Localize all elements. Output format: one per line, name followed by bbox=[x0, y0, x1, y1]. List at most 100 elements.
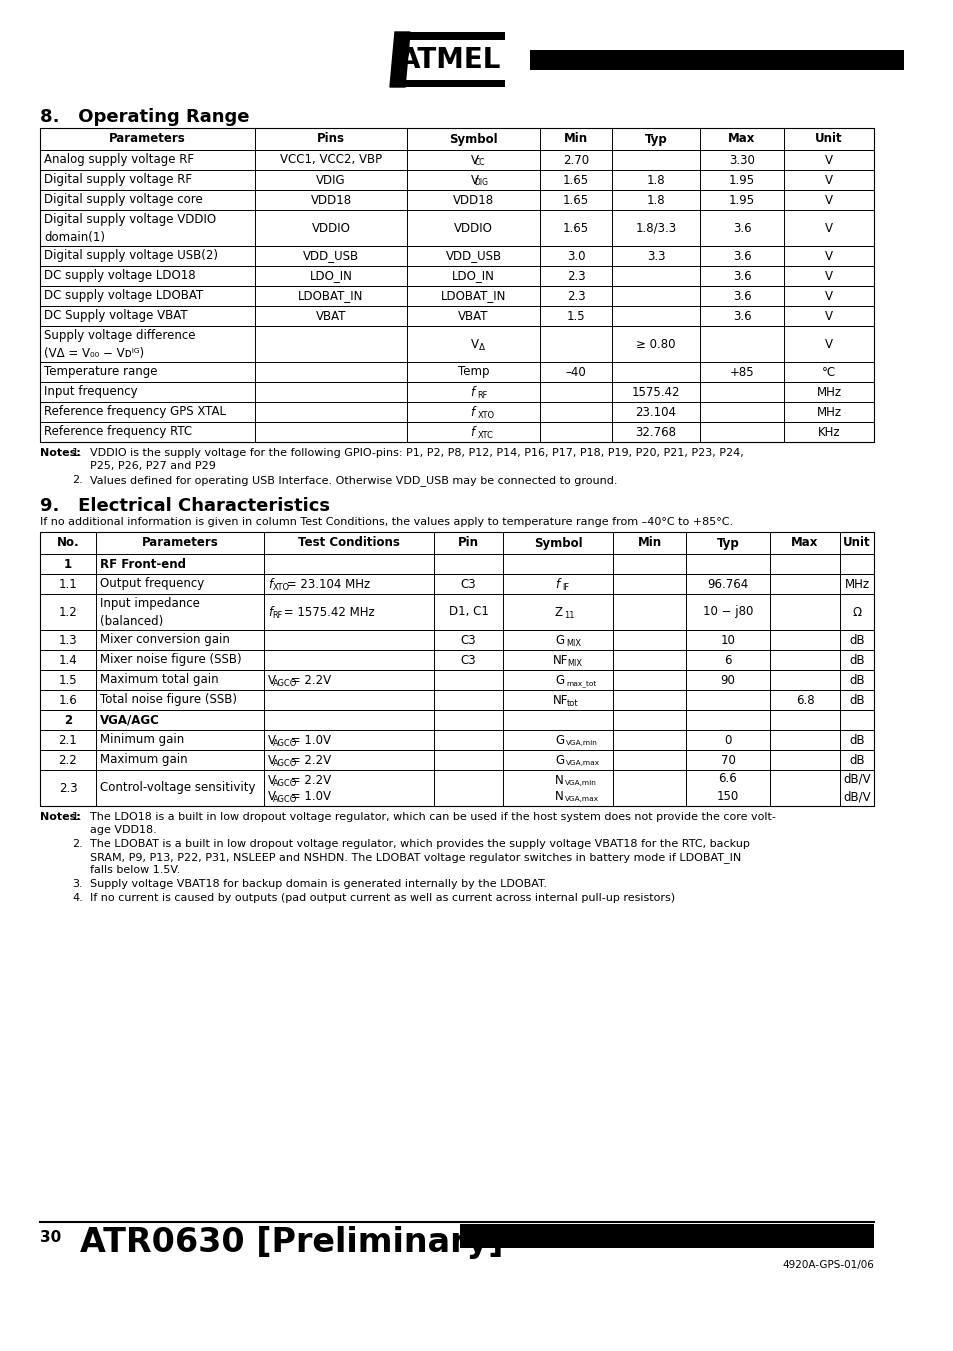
Text: Typ: Typ bbox=[716, 536, 739, 550]
Text: VDD18: VDD18 bbox=[310, 193, 352, 207]
Text: 1575.42: 1575.42 bbox=[631, 385, 679, 399]
Text: C3: C3 bbox=[460, 654, 476, 666]
Text: RF Front-end: RF Front-end bbox=[100, 558, 186, 570]
Text: AGCO: AGCO bbox=[273, 739, 296, 748]
Text: °C: °C bbox=[821, 366, 835, 378]
Text: V: V bbox=[268, 674, 275, 686]
Text: Digital supply voltage USB(2): Digital supply voltage USB(2) bbox=[44, 250, 218, 262]
Text: DIG: DIG bbox=[474, 178, 488, 188]
Text: age VDD18.: age VDD18. bbox=[90, 825, 156, 835]
Text: Temperature range: Temperature range bbox=[44, 366, 157, 378]
Text: Output frequency: Output frequency bbox=[100, 577, 204, 590]
Text: 1.: 1. bbox=[71, 449, 83, 458]
Text: V: V bbox=[824, 309, 832, 323]
Text: V: V bbox=[470, 338, 478, 350]
Text: 2.2: 2.2 bbox=[58, 754, 77, 766]
Text: Values defined for operating USB Interface. Otherwise VDD_USB may be connected t: Values defined for operating USB Interfa… bbox=[90, 476, 617, 486]
Text: NF: NF bbox=[553, 693, 568, 707]
Text: Mixer conversion gain: Mixer conversion gain bbox=[100, 634, 230, 647]
Text: ATMEL: ATMEL bbox=[398, 46, 500, 74]
Text: 1.65: 1.65 bbox=[562, 222, 588, 235]
Text: 96.764: 96.764 bbox=[706, 577, 748, 590]
Text: No.: No. bbox=[56, 536, 79, 550]
Text: tot: tot bbox=[566, 698, 578, 708]
Text: D1, C1: D1, C1 bbox=[448, 605, 488, 619]
Text: f: f bbox=[555, 577, 558, 590]
Text: DC Supply voltage VBAT: DC Supply voltage VBAT bbox=[44, 309, 188, 323]
Text: Symbol: Symbol bbox=[533, 536, 581, 550]
Text: VGA/AGC: VGA/AGC bbox=[100, 713, 160, 727]
Text: V: V bbox=[824, 338, 832, 350]
Text: dB/V: dB/V bbox=[842, 773, 870, 785]
Text: 3.6: 3.6 bbox=[732, 309, 751, 323]
Text: V: V bbox=[824, 154, 832, 166]
Text: Mixer noise figure (SSB): Mixer noise figure (SSB) bbox=[100, 654, 241, 666]
Text: 2.3: 2.3 bbox=[566, 269, 585, 282]
Text: Input impedance: Input impedance bbox=[100, 597, 200, 609]
Text: f: f bbox=[268, 605, 272, 619]
Text: f: f bbox=[268, 577, 272, 590]
Text: MIX: MIX bbox=[566, 659, 581, 667]
Text: If no additional information is given in column Test Conditions, the values appl: If no additional information is given in… bbox=[40, 517, 732, 527]
Text: V: V bbox=[268, 789, 275, 802]
Text: 2.3: 2.3 bbox=[59, 781, 77, 794]
Text: f: f bbox=[470, 385, 475, 399]
Text: Unit: Unit bbox=[842, 536, 870, 550]
Text: = 1.0V: = 1.0V bbox=[287, 789, 331, 802]
Text: LDOBAT_IN: LDOBAT_IN bbox=[298, 289, 363, 303]
Text: 3.6: 3.6 bbox=[732, 250, 751, 262]
Text: Max: Max bbox=[790, 536, 818, 550]
Text: V: V bbox=[824, 193, 832, 207]
Text: V: V bbox=[824, 289, 832, 303]
Text: 3.3: 3.3 bbox=[646, 250, 664, 262]
Text: VDD_USB: VDD_USB bbox=[445, 250, 501, 262]
Text: LDO_IN: LDO_IN bbox=[309, 269, 352, 282]
Text: VDDIO is the supply voltage for the following GPIO-pins: P1, P2, P8, P12, P14, P: VDDIO is the supply voltage for the foll… bbox=[90, 449, 743, 458]
Text: 90: 90 bbox=[720, 674, 735, 686]
Text: Min: Min bbox=[563, 132, 587, 146]
Text: Digital supply voltage VDDIO: Digital supply voltage VDDIO bbox=[44, 212, 216, 226]
Text: max_tot: max_tot bbox=[565, 680, 596, 686]
Text: V: V bbox=[268, 734, 275, 747]
Text: 9.   Electrical Characteristics: 9. Electrical Characteristics bbox=[40, 497, 330, 515]
Text: DC supply voltage LDOBAT: DC supply voltage LDOBAT bbox=[44, 289, 203, 303]
Text: CC: CC bbox=[474, 158, 484, 168]
Text: N: N bbox=[555, 774, 563, 786]
Text: XTC: XTC bbox=[477, 431, 493, 440]
Text: dB: dB bbox=[848, 754, 864, 766]
Text: Analog supply voltage RF: Analog supply voltage RF bbox=[44, 154, 193, 166]
Text: 1: 1 bbox=[64, 558, 72, 570]
Text: VDDIO: VDDIO bbox=[454, 222, 493, 235]
Text: DC supply voltage LDO18: DC supply voltage LDO18 bbox=[44, 269, 195, 282]
Text: V: V bbox=[824, 173, 832, 186]
Text: MIX: MIX bbox=[565, 639, 580, 648]
Text: XTO: XTO bbox=[273, 584, 290, 592]
Text: 1.95: 1.95 bbox=[728, 173, 754, 186]
Text: The LDOBAT is a built in low dropout voltage regulator, which provides the suppl: The LDOBAT is a built in low dropout vol… bbox=[90, 839, 749, 848]
Text: 2: 2 bbox=[64, 713, 72, 727]
Text: KHz: KHz bbox=[817, 426, 840, 439]
Text: Notes:: Notes: bbox=[40, 812, 81, 821]
Text: Min: Min bbox=[637, 536, 660, 550]
Text: AGCO: AGCO bbox=[273, 780, 296, 788]
Bar bbox=[390, 80, 504, 86]
Text: = 1.0V: = 1.0V bbox=[287, 734, 331, 747]
Text: 3.6: 3.6 bbox=[732, 289, 751, 303]
Text: 1.1: 1.1 bbox=[58, 577, 77, 590]
Text: 1.6: 1.6 bbox=[58, 693, 77, 707]
Text: = 1575.42 MHz: = 1575.42 MHz bbox=[279, 605, 375, 619]
Text: Digital supply voltage core: Digital supply voltage core bbox=[44, 193, 203, 207]
Text: domain(1): domain(1) bbox=[44, 231, 105, 243]
Text: 8.   Operating Range: 8. Operating Range bbox=[40, 108, 250, 126]
Text: RF: RF bbox=[477, 390, 487, 400]
Text: MHz: MHz bbox=[843, 577, 868, 590]
Text: VDIG: VDIG bbox=[315, 173, 345, 186]
Text: If no current is caused by outputs (pad output current as well as current across: If no current is caused by outputs (pad … bbox=[90, 893, 675, 902]
Text: Input frequency: Input frequency bbox=[44, 385, 137, 399]
Text: +85: +85 bbox=[729, 366, 754, 378]
Text: falls below 1.5V.: falls below 1.5V. bbox=[90, 865, 180, 875]
Text: 150: 150 bbox=[716, 790, 739, 804]
Text: V: V bbox=[824, 250, 832, 262]
Text: Δ: Δ bbox=[478, 343, 484, 351]
Text: 4.: 4. bbox=[71, 893, 83, 902]
